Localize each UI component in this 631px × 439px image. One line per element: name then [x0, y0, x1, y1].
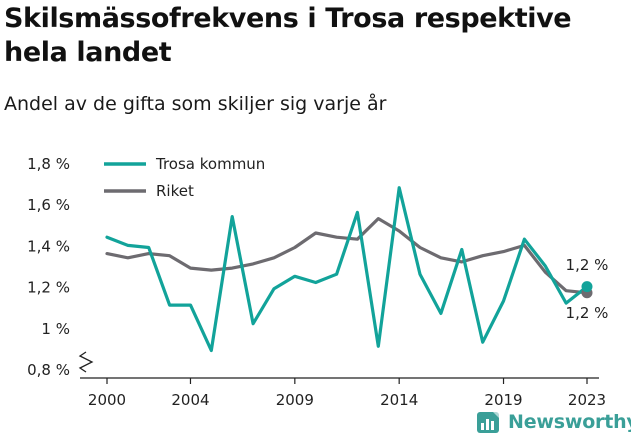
y-tick-label: 1 % — [41, 320, 70, 338]
series-line-riket — [105, 217, 589, 295]
chart-end-labels: 1,2 % 1,2 % — [566, 256, 609, 322]
x-tick-label: 2009 — [276, 391, 314, 409]
chart-subtitle: Andel av de gifta som skiljer sig varje … — [4, 93, 387, 115]
y-axis-break-icon — [78, 351, 94, 373]
legend-label-riket: Riket — [156, 182, 194, 200]
end-label-trosa: 1,2 % — [566, 256, 609, 274]
y-tick-label: 1,2 % — [27, 279, 70, 297]
y-tick-label: 0,8 % — [27, 361, 70, 379]
newsworthy-logo-icon — [477, 412, 499, 433]
brand-logo: Newsworthy — [476, 405, 631, 439]
x-tick-label: 2019 — [484, 391, 522, 409]
x-tick-label: 2004 — [171, 391, 209, 409]
y-tick-label: 1,4 % — [27, 237, 70, 255]
x-tick-label: 2000 — [88, 391, 126, 409]
chart-lines — [105, 186, 593, 353]
chart-title: Skilsmässofrekvens i Trosa respektive he… — [4, 3, 572, 68]
x-tick-label: 2023 — [568, 391, 606, 409]
x-tick-label: 2014 — [380, 391, 418, 409]
legend-label-trosa: Trosa kommun — [155, 155, 265, 173]
end-label-riket: 1,2 % — [566, 304, 609, 322]
series-line-trosa — [105, 186, 589, 353]
series-end-point-trosa — [581, 281, 593, 293]
chart-legend: Trosa kommun Riket — [104, 155, 265, 200]
brand-name: Newsworthy — [508, 411, 631, 433]
chart-axes: 0,8 % 1 % 1,2 % 1,4 % 1,6 % 1,8 % 2000 2004 2009… — [27, 155, 606, 409]
y-tick-label: 1,8 % — [27, 155, 70, 173]
y-tick-label: 1,6 % — [27, 196, 70, 214]
